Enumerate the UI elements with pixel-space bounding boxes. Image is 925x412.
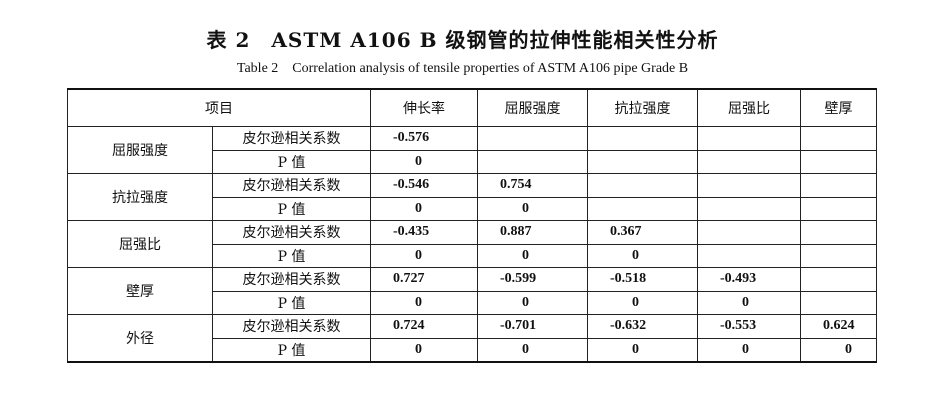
p-value-cell <box>697 149 801 174</box>
p-value-cell: 0 <box>477 290 588 315</box>
p-value-cell: 0 <box>587 243 698 268</box>
header-cell: 伸长率 <box>370 88 478 127</box>
p-value-cell <box>587 196 698 221</box>
p-value-cell: 0 <box>370 243 478 268</box>
p-value-cell: 0 <box>477 337 588 363</box>
pearson-cell <box>697 220 801 245</box>
p-value-cell: 0 <box>477 196 588 221</box>
p-value-cell <box>697 243 801 268</box>
pearson-cell <box>800 173 877 198</box>
group-label: 外径 <box>67 314 213 363</box>
p-value-cell: 0 <box>477 243 588 268</box>
header-row: 项目 伸长率 屈服强度 抗拉强度 屈强比 壁厚 <box>67 88 877 127</box>
pearson-cell: -0.576 <box>370 126 478 151</box>
row-label: 皮尔逊相关系数 <box>212 314 371 339</box>
pearson-cell: -0.599 <box>477 267 588 292</box>
pearson-cell: -0.518 <box>587 267 698 292</box>
pearson-cell: 0.754 <box>477 173 588 198</box>
pearson-cell: 0.624 <box>800 314 877 339</box>
pearson-cell <box>697 126 801 151</box>
p-value-cell <box>587 149 698 174</box>
row-label: P 值 <box>212 337 371 363</box>
group-label: 屈服强度 <box>67 126 213 174</box>
pearson-cell: 0.727 <box>370 267 478 292</box>
pearson-cell: 0.367 <box>587 220 698 245</box>
pearson-cell: -0.632 <box>587 314 698 339</box>
pearson-cell <box>697 173 801 198</box>
p-value-cell: 0 <box>587 290 698 315</box>
row-label: 皮尔逊相关系数 <box>212 126 371 151</box>
p-value-cell: 0 <box>370 337 478 363</box>
pearson-cell: 0.887 <box>477 220 588 245</box>
pearson-cell: -0.701 <box>477 314 588 339</box>
row-label: 皮尔逊相关系数 <box>212 220 371 245</box>
p-value-cell: 0 <box>800 337 877 363</box>
pearson-cell: -0.546 <box>370 173 478 198</box>
row-label: P 值 <box>212 149 371 174</box>
p-value-cell: 0 <box>587 337 698 363</box>
header-cell: 壁厚 <box>800 88 877 127</box>
table-row: 屈强比 皮尔逊相关系数 -0.435 0.887 0.367 <box>67 220 877 268</box>
table-title: 表 2 ASTM A106 B 级钢管的拉伸性能相关性分析 <box>206 28 719 52</box>
header-cell: 屈强比 <box>697 88 801 127</box>
group-label: 抗拉强度 <box>67 173 213 221</box>
header-cell: 项目 <box>67 88 371 127</box>
pearson-cell <box>477 126 588 151</box>
row-label: 皮尔逊相关系数 <box>212 173 371 198</box>
p-value-cell <box>697 196 801 221</box>
row-label: P 值 <box>212 290 371 315</box>
table-row: 壁厚 皮尔逊相关系数 0.727 -0.599 -0.518 -0.493 <box>67 267 877 315</box>
header-cell: 抗拉强度 <box>587 88 698 127</box>
table-subtitle: Table 2 Correlation analysis of tensile … <box>236 61 689 76</box>
pearson-cell <box>800 126 877 151</box>
pearson-cell: 0.724 <box>370 314 478 339</box>
header-cell: 屈服强度 <box>477 88 588 127</box>
p-value-cell <box>800 196 877 221</box>
p-value-cell <box>800 290 877 315</box>
table-row: 屈服强度 皮尔逊相关系数 -0.576 <box>67 126 877 174</box>
p-value-cell <box>477 149 588 174</box>
p-value-cell <box>800 243 877 268</box>
pearson-cell <box>587 173 698 198</box>
group-label: 屈强比 <box>67 220 213 268</box>
pearson-cell: -0.553 <box>697 314 801 339</box>
group-label: 壁厚 <box>67 267 213 315</box>
table-row: 抗拉强度 皮尔逊相关系数 -0.546 0.754 <box>67 173 877 221</box>
p-value-cell: 0 <box>370 196 478 221</box>
p-value-cell: 0 <box>370 149 478 174</box>
p-value-cell: 0 <box>697 337 801 363</box>
row-label: P 值 <box>212 196 371 221</box>
pearson-cell: -0.493 <box>697 267 801 292</box>
p-value-cell <box>800 149 877 174</box>
p-value-cell: 0 <box>370 290 478 315</box>
row-label: P 值 <box>212 243 371 268</box>
pearson-cell: -0.435 <box>370 220 478 245</box>
pearson-cell <box>587 126 698 151</box>
pearson-cell <box>800 267 877 292</box>
p-value-cell: 0 <box>697 290 801 315</box>
table-row: 外径 皮尔逊相关系数 0.724 -0.701 -0.632 -0.553 0.624 <box>67 314 877 363</box>
pearson-cell <box>800 220 877 245</box>
row-label: 皮尔逊相关系数 <box>212 267 371 292</box>
